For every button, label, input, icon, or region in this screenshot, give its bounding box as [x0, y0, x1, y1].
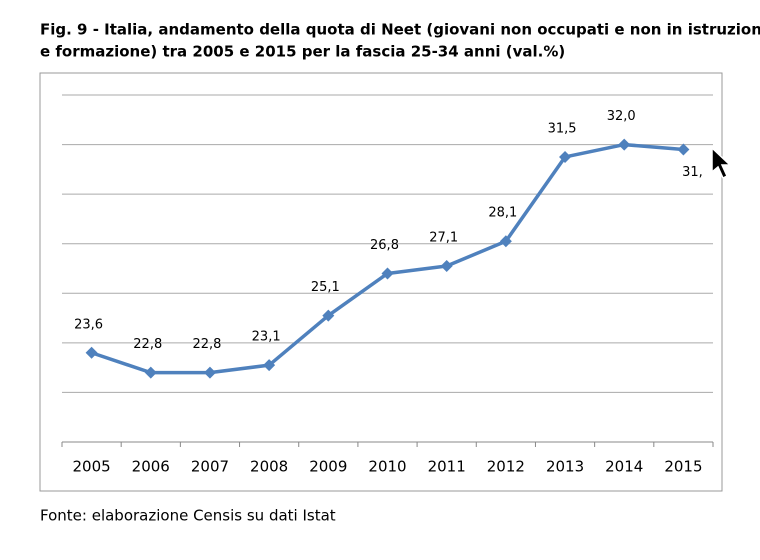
x-tick-label: 2011 [428, 458, 466, 476]
data-label: 23,1 [252, 330, 281, 345]
source-note: Fonte: elaborazione Censis su dati Istat [40, 507, 336, 525]
data-label: 25,1 [311, 280, 340, 295]
data-label: 22,8 [192, 337, 221, 352]
data-label: 23,6 [74, 317, 103, 332]
x-tick-label: 2013 [546, 458, 584, 476]
data-label: 22,8 [133, 337, 162, 352]
data-label: 32,0 [607, 109, 636, 124]
data-line [91, 142, 684, 375]
chart-title: e formazione) tra 2005 e 2015 per la fas… [40, 43, 565, 61]
data-point [618, 138, 631, 151]
x-tick-label: 2006 [132, 458, 170, 476]
data-point [85, 346, 98, 359]
data-point [499, 235, 512, 248]
mouse-cursor [711, 146, 732, 180]
x-tick-label: 2007 [191, 458, 229, 476]
data-label: 28,1 [488, 206, 517, 221]
data-label: 27,1 [429, 231, 458, 246]
data-label: 26,8 [370, 238, 399, 253]
x-tick-label: 2010 [368, 458, 406, 476]
x-tick-label: 2008 [250, 458, 288, 476]
data-point [144, 366, 157, 379]
chart-frame [39, 72, 723, 492]
data-label: 31, [682, 165, 703, 180]
data-point [263, 359, 276, 372]
x-tick-label: 2015 [664, 458, 702, 476]
data-label: 31,5 [548, 121, 577, 136]
x-tick-label: 2009 [309, 458, 347, 476]
data-point [440, 260, 453, 273]
x-tick-label: 2014 [605, 458, 643, 476]
data-point [559, 150, 572, 163]
data-point [381, 267, 394, 280]
data-point [322, 309, 335, 322]
x-tick-label: 2005 [72, 458, 110, 476]
chart-title: Fig. 9 - Italia, andamento della quota d… [40, 21, 760, 39]
data-point [203, 366, 216, 379]
x-tick-label: 2012 [487, 458, 525, 476]
data-point [677, 143, 690, 156]
